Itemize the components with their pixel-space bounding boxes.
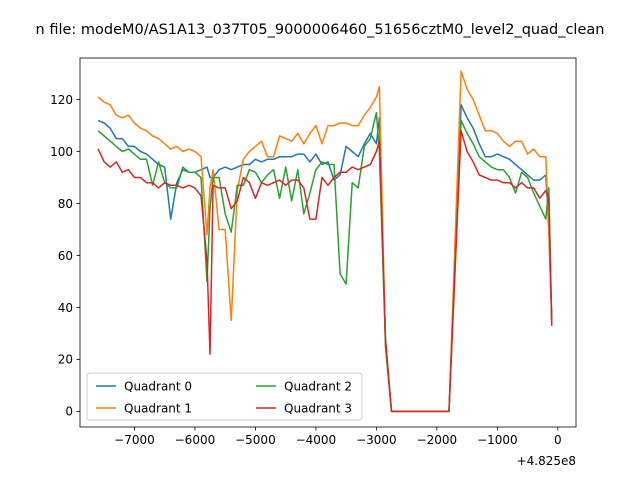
x-tick-label: −5000 bbox=[235, 433, 276, 447]
series-line-quadrant-2 bbox=[97, 111, 553, 413]
x-tick-label: 0 bbox=[554, 433, 562, 447]
x-tick-label: −1000 bbox=[477, 433, 518, 447]
legend-label-quadrant-1: Quadrant 1 bbox=[124, 401, 192, 415]
x-tick-label: −4000 bbox=[296, 433, 337, 447]
x-tick-label: −3000 bbox=[356, 433, 397, 447]
series-line-quadrant-3 bbox=[97, 130, 553, 413]
y-tick-label: 0 bbox=[65, 405, 73, 419]
y-tick-label: 80 bbox=[58, 197, 73, 211]
legend: Quadrant 0 Quadrant 1 Quadrant 2 Quadrant 3 bbox=[86, 372, 363, 421]
y-tick-label: 20 bbox=[58, 353, 73, 367]
x-offset-label: +4.825e8 bbox=[517, 454, 576, 468]
x-tick-label: −2000 bbox=[417, 433, 458, 447]
y-axis: 0 20 40 60 80 100 120 bbox=[50, 93, 80, 419]
series-line-quadrant-1 bbox=[97, 70, 553, 413]
axes-frame bbox=[79, 57, 577, 428]
series-line-quadrant-0 bbox=[97, 104, 553, 413]
plot-lines bbox=[97, 70, 553, 413]
x-tick-label: −6000 bbox=[175, 433, 216, 447]
y-tick-label: 100 bbox=[50, 145, 73, 159]
x-axis: −7000 −6000 −5000 −4000 −3000 −2000 −1000 0 bbox=[114, 427, 562, 447]
y-tick-label: 60 bbox=[58, 249, 73, 263]
y-tick-label: 120 bbox=[50, 93, 73, 107]
legend-label-quadrant-3: Quadrant 3 bbox=[284, 401, 352, 415]
legend-label-quadrant-0: Quadrant 0 bbox=[124, 379, 192, 393]
legend-label-quadrant-2: Quadrant 2 bbox=[284, 379, 352, 393]
legend-box bbox=[86, 372, 363, 421]
y-tick-label: 40 bbox=[58, 301, 73, 315]
x-tick-label: −7000 bbox=[114, 433, 155, 447]
chart-title: n file: modeM0/AS1A13_037T05_9000006460_… bbox=[36, 22, 605, 38]
